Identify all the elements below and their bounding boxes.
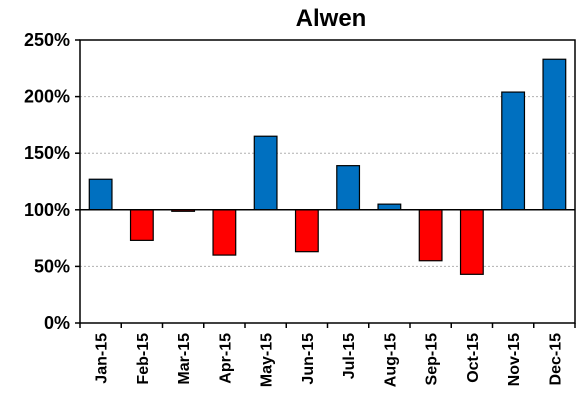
bar <box>418 209 443 262</box>
bar <box>212 209 237 256</box>
bar <box>542 58 567 211</box>
x-tick-label: Mar-15 <box>176 333 193 385</box>
y-tick-label: 100% <box>24 200 70 220</box>
bar <box>377 203 402 211</box>
x-tick-label: Dec-15 <box>547 333 564 386</box>
axes <box>79 39 576 328</box>
y-tick-labels: 0% 50% 100% 150% 200% 250% <box>24 30 70 333</box>
bar <box>129 209 154 241</box>
bar <box>294 209 319 253</box>
x-tick-label: Jul-15 <box>341 333 358 379</box>
gridlines <box>75 39 575 324</box>
x-tick-label: Oct-15 <box>465 333 482 383</box>
y-tick-label: 250% <box>24 30 70 50</box>
x-tick-label: Feb-15 <box>135 333 152 385</box>
y-tick-label: 50% <box>34 256 70 276</box>
x-tick-label: Nov-15 <box>506 333 523 386</box>
y-tick-label: 150% <box>24 143 70 163</box>
x-tick-label: Jan-15 <box>94 333 111 384</box>
x-tick-label: Apr-15 <box>217 333 234 384</box>
x-tick-label: Aug-15 <box>382 333 399 387</box>
plot-area-border <box>79 39 576 324</box>
bar <box>336 165 361 211</box>
bar <box>501 91 526 211</box>
bar <box>459 209 484 275</box>
x-tick-labels: Jan-15 Feb-15 Mar-15 Apr-15 May-15 Jun-15 Jul-… <box>94 333 565 387</box>
bar <box>253 135 278 211</box>
y-tick-label: 0% <box>44 313 70 333</box>
y-tick-label: 200% <box>24 87 70 107</box>
bar <box>88 178 113 211</box>
x-tick-label: Jun-15 <box>300 333 317 385</box>
bars <box>88 58 567 275</box>
chart-title: Alwen <box>296 5 367 32</box>
x-tick-label: Sep-15 <box>424 333 441 386</box>
x-tick-label: May-15 <box>259 333 276 387</box>
